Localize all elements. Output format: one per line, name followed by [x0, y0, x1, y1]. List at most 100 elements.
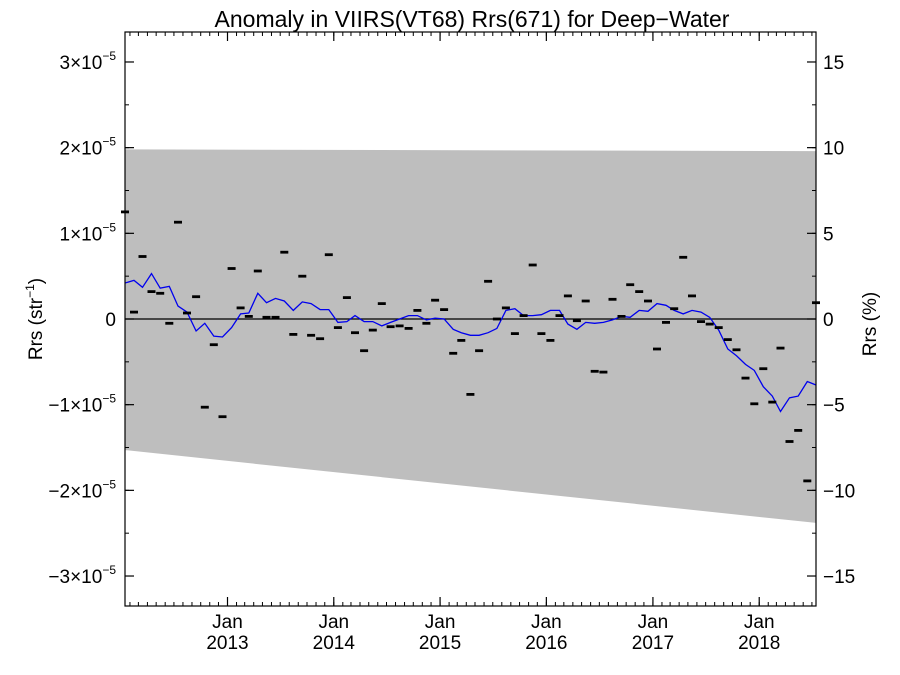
y-tick-label: −3×10−5: [48, 563, 116, 588]
data-point: [688, 294, 696, 298]
data-point: [413, 309, 422, 312]
x-tick-month: Jan: [425, 612, 456, 633]
data-point: [510, 332, 519, 335]
monthly-anomaly-points: [121, 210, 820, 483]
data-point: [670, 307, 679, 311]
data-point: [635, 290, 644, 293]
data-point: [679, 255, 688, 259]
y-tick-label: 0: [105, 310, 116, 331]
data-point: [422, 321, 431, 325]
uncertainty-band: [125, 149, 816, 523]
x-tick-year: 2015: [419, 633, 461, 654]
data-point: [395, 324, 404, 328]
data-point: [289, 333, 298, 336]
data-point: [608, 297, 617, 301]
x-tick-month: Jan: [212, 612, 243, 633]
data-point: [776, 346, 785, 350]
data-point: [546, 339, 555, 342]
data-point: [803, 479, 812, 483]
x-tick-year: 2013: [206, 633, 248, 654]
x-tick-year: 2016: [525, 633, 567, 654]
data-point: [590, 369, 599, 373]
data-point: [440, 308, 449, 311]
data-point: [262, 315, 271, 319]
x-tick-year: 2017: [632, 633, 674, 654]
y-right-tick-label: 5: [823, 224, 834, 245]
data-point: [537, 332, 546, 335]
data-point: [404, 327, 413, 330]
data-point: [449, 351, 458, 355]
data-point: [599, 370, 608, 374]
data-point: [732, 348, 741, 352]
data-point: [342, 296, 351, 299]
data-point: [360, 349, 369, 353]
y-tick-label: 3×10−5: [60, 49, 117, 74]
left-y-axis-label-base: Rrs (str: [26, 297, 47, 360]
y-tick-label: 2×10−5: [60, 135, 117, 160]
data-point: [644, 299, 652, 303]
data-point: [581, 299, 590, 303]
data-point: [298, 274, 307, 278]
x-tick-month: Jan: [638, 612, 669, 633]
right-y-axis-ticks: 15 10 5 0 −5 −10 −15: [807, 53, 855, 588]
data-point: [431, 298, 440, 302]
data-point: [750, 402, 759, 406]
data-point: [768, 400, 777, 404]
y-right-tick-label: 0: [823, 310, 834, 331]
y-tick-label: −2×10−5: [48, 477, 116, 502]
right-y-axis-label: Rrs (%): [860, 292, 881, 356]
data-point: [307, 333, 316, 337]
data-point: [183, 311, 191, 315]
left-y-axis-label-sup: −1: [23, 284, 37, 298]
data-point: [333, 326, 342, 329]
data-point: [253, 269, 262, 273]
data-point: [147, 290, 156, 293]
x-tick-year: 2014: [313, 633, 356, 654]
y-right-tick-label: −5: [823, 396, 845, 417]
data-point: [572, 319, 581, 323]
data-point: [165, 321, 174, 325]
data-point: [617, 315, 626, 318]
data-point: [227, 267, 236, 270]
data-point: [130, 310, 138, 314]
data-point: [759, 367, 768, 371]
data-point: [316, 337, 325, 341]
data-point: [386, 325, 395, 329]
smoothed-anomaly-line: [124, 272, 817, 413]
left-y-axis-ticks: 3×10−5 2×10−5 1×10−5 0 −1×10−5 −2×10−5 −3×10−5: [48, 49, 134, 588]
x-tick-year: 2018: [738, 633, 780, 654]
data-point: [563, 294, 572, 298]
data-point: [714, 326, 723, 329]
data-point: [528, 263, 537, 267]
data-point: [271, 315, 280, 319]
data-point: [280, 250, 289, 254]
y-tick-label: −1×10−5: [48, 392, 116, 417]
data-point: [705, 322, 714, 326]
data-point: [368, 328, 377, 332]
data-point: [697, 320, 705, 323]
data-point: [377, 302, 386, 305]
x-tick-month: Jan: [318, 612, 349, 633]
band-area: [125, 149, 816, 523]
left-y-axis-label: Rrs (str−1): [23, 278, 47, 360]
data-point: [653, 347, 661, 351]
data-point: [723, 338, 732, 341]
y-right-tick-label: 15: [823, 53, 844, 74]
x-tick-month: Jan: [531, 612, 562, 633]
data-point: [174, 220, 182, 224]
left-y-axis-label-tail: ): [26, 278, 47, 284]
data-point: [218, 415, 227, 419]
y-right-tick-label: −15: [823, 567, 855, 588]
x-axis-ticks: Jan2013Jan2014Jan2015Jan2016Jan2017Jan20…: [129, 32, 813, 654]
data-point: [244, 315, 253, 318]
data-point: [626, 283, 635, 287]
y-tick-label: 1×10−5: [60, 220, 117, 245]
data-point: [457, 339, 466, 342]
data-point: [741, 376, 750, 380]
data-point: [200, 405, 209, 409]
data-point: [192, 295, 201, 299]
data-point: [156, 291, 165, 295]
data-point: [236, 306, 245, 310]
data-point: [794, 429, 803, 432]
